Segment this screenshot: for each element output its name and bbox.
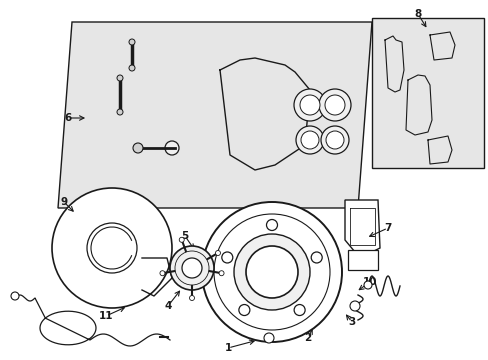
Circle shape: [310, 252, 322, 263]
Text: 4: 4: [164, 301, 171, 311]
Circle shape: [160, 271, 164, 276]
Circle shape: [266, 220, 277, 230]
Circle shape: [264, 333, 273, 343]
Circle shape: [170, 246, 214, 290]
Circle shape: [164, 141, 179, 155]
Circle shape: [215, 251, 220, 256]
Text: 5: 5: [181, 231, 188, 241]
Circle shape: [293, 89, 325, 121]
Circle shape: [117, 109, 123, 115]
Circle shape: [179, 237, 184, 242]
Text: 8: 8: [413, 9, 421, 19]
Circle shape: [245, 246, 297, 298]
Text: 2: 2: [304, 333, 311, 343]
Circle shape: [87, 223, 137, 273]
Circle shape: [363, 281, 371, 289]
Text: 1: 1: [224, 343, 231, 353]
Circle shape: [318, 89, 350, 121]
Circle shape: [129, 39, 135, 45]
Text: 10: 10: [362, 277, 376, 287]
Polygon shape: [58, 22, 371, 208]
Polygon shape: [345, 200, 379, 258]
Circle shape: [52, 188, 172, 308]
Circle shape: [189, 296, 194, 301]
Circle shape: [182, 258, 202, 278]
Circle shape: [133, 143, 142, 153]
Text: 6: 6: [64, 113, 71, 123]
Circle shape: [293, 305, 305, 315]
Circle shape: [325, 131, 343, 149]
Circle shape: [129, 65, 135, 71]
Circle shape: [295, 126, 324, 154]
Circle shape: [222, 252, 232, 263]
Circle shape: [320, 126, 348, 154]
Text: 9: 9: [61, 197, 67, 207]
Circle shape: [325, 95, 345, 115]
Circle shape: [299, 95, 319, 115]
Circle shape: [234, 234, 309, 310]
Circle shape: [238, 305, 249, 315]
Text: 7: 7: [384, 223, 391, 233]
Circle shape: [202, 202, 341, 342]
Text: 3: 3: [347, 317, 355, 327]
Circle shape: [117, 75, 123, 81]
Circle shape: [349, 301, 359, 311]
Circle shape: [11, 292, 19, 300]
Bar: [371, 18, 483, 168]
Bar: [347, 250, 377, 270]
Circle shape: [301, 131, 318, 149]
Text: 11: 11: [99, 311, 113, 321]
Circle shape: [219, 271, 224, 276]
